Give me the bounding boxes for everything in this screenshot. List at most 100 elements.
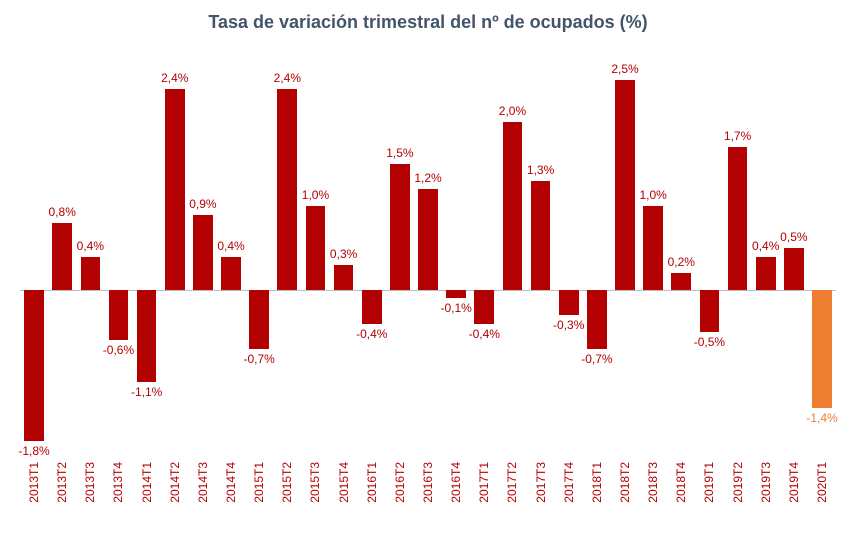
data-label: 1,2% <box>414 171 441 185</box>
bar <box>643 206 663 290</box>
bar-slot: -0,7% <box>583 55 611 458</box>
x-tick: 2017T2 <box>498 458 526 553</box>
bar <box>249 290 269 349</box>
bar <box>306 206 326 290</box>
bar-slot: -1,8% <box>20 55 48 458</box>
bar-slot: -0,7% <box>245 55 273 458</box>
x-tick: 2019T2 <box>724 458 752 553</box>
x-axis-label: 2017T2 <box>505 462 519 503</box>
x-tick: 2015T1 <box>245 458 273 553</box>
bar <box>474 290 494 324</box>
bar-slot: 2,4% <box>273 55 301 458</box>
x-axis-label: 2017T1 <box>477 462 491 503</box>
bar <box>700 290 720 332</box>
x-axis-label: 2015T3 <box>308 462 322 503</box>
bar-slot: 1,0% <box>639 55 667 458</box>
bar <box>362 290 382 324</box>
bar <box>784 248 804 290</box>
bar-slot: 0,4% <box>76 55 104 458</box>
chart-container: Tasa de variación trimestral del nº de o… <box>0 0 856 553</box>
bar <box>390 164 410 290</box>
data-label: -0,6% <box>103 343 134 357</box>
x-axis-label: 2016T2 <box>393 462 407 503</box>
x-axis-label: 2018T2 <box>618 462 632 503</box>
bar-slot: -0,4% <box>470 55 498 458</box>
bar-slot: 1,5% <box>386 55 414 458</box>
bars-group: -1,8%0,8%0,4%-0,6%-1,1%2,4%0,9%0,4%-0,7%… <box>20 55 836 458</box>
bar-slot: 2,4% <box>161 55 189 458</box>
bar-slot: 1,2% <box>414 55 442 458</box>
bar <box>52 223 72 290</box>
x-tick: 2016T3 <box>414 458 442 553</box>
bar <box>334 265 354 290</box>
bar-slot: 0,2% <box>667 55 695 458</box>
x-axis-label: 2016T4 <box>449 462 463 503</box>
bar-slot: -1,4% <box>808 55 836 458</box>
bar <box>615 80 635 290</box>
bar <box>109 290 129 340</box>
bar <box>165 89 185 291</box>
x-axis-label: 2016T1 <box>365 462 379 503</box>
data-label: 0,4% <box>77 239 104 253</box>
data-label: 1,7% <box>724 129 751 143</box>
bar-slot: -0,3% <box>555 55 583 458</box>
x-axis-label: 2015T1 <box>252 462 266 503</box>
bar <box>756 257 776 291</box>
x-tick: 2013T4 <box>104 458 132 553</box>
bar-slot: 0,8% <box>48 55 76 458</box>
bar <box>193 215 213 291</box>
x-tick: 2014T3 <box>189 458 217 553</box>
data-label: 0,9% <box>189 197 216 211</box>
x-axis-label: 2014T2 <box>168 462 182 503</box>
bar <box>728 147 748 290</box>
plot-area: -1,8%0,8%0,4%-0,6%-1,1%2,4%0,9%0,4%-0,7%… <box>20 55 836 458</box>
data-label: 0,8% <box>49 205 76 219</box>
bar <box>418 189 438 290</box>
x-axis-label: 2020T1 <box>815 462 829 503</box>
bar-slot: -0,6% <box>104 55 132 458</box>
data-label: 2,0% <box>499 104 526 118</box>
x-axis-label: 2017T4 <box>562 462 576 503</box>
data-label: -1,8% <box>18 444 49 458</box>
x-axis-label: 2017T3 <box>534 462 548 503</box>
data-label: 0,2% <box>668 255 695 269</box>
bar-slot: 0,9% <box>189 55 217 458</box>
bar <box>587 290 607 349</box>
x-tick: 2020T1 <box>808 458 836 553</box>
data-label: 0,3% <box>330 247 357 261</box>
x-tick: 2018T1 <box>583 458 611 553</box>
bar-slot: 0,5% <box>780 55 808 458</box>
x-axis-label: 2019T3 <box>759 462 773 503</box>
x-axis-label: 2018T3 <box>646 462 660 503</box>
bar <box>81 257 101 291</box>
bar <box>446 290 466 298</box>
x-axis-label: 2019T2 <box>731 462 745 503</box>
bar-slot: 0,3% <box>330 55 358 458</box>
x-axis-label: 2014T1 <box>140 462 154 503</box>
x-axis-label: 2016T3 <box>421 462 435 503</box>
x-tick: 2018T2 <box>611 458 639 553</box>
x-axis-label: 2013T1 <box>27 462 41 503</box>
x-axis-label: 2013T3 <box>83 462 97 503</box>
data-label: 0,4% <box>217 239 244 253</box>
bar <box>137 290 157 382</box>
x-tick: 2016T4 <box>442 458 470 553</box>
data-label: 2,5% <box>611 62 638 76</box>
data-label: 0,5% <box>780 230 807 244</box>
x-axis-label: 2014T4 <box>224 462 238 503</box>
x-axis-label: 2014T3 <box>196 462 210 503</box>
bar <box>531 181 551 290</box>
chart-title: Tasa de variación trimestral del nº de o… <box>0 12 856 33</box>
bar-slot: 1,7% <box>724 55 752 458</box>
data-label: -0,7% <box>244 352 275 366</box>
x-axis-label: 2018T1 <box>590 462 604 503</box>
bar-slot: 1,3% <box>527 55 555 458</box>
x-tick: 2018T3 <box>639 458 667 553</box>
data-label: 1,0% <box>302 188 329 202</box>
x-tick: 2014T1 <box>133 458 161 553</box>
x-axis-label: 2013T2 <box>55 462 69 503</box>
bar <box>503 122 523 290</box>
data-label: -0,4% <box>356 327 387 341</box>
x-tick: 2015T2 <box>273 458 301 553</box>
x-axis-label: 2019T1 <box>702 462 716 503</box>
